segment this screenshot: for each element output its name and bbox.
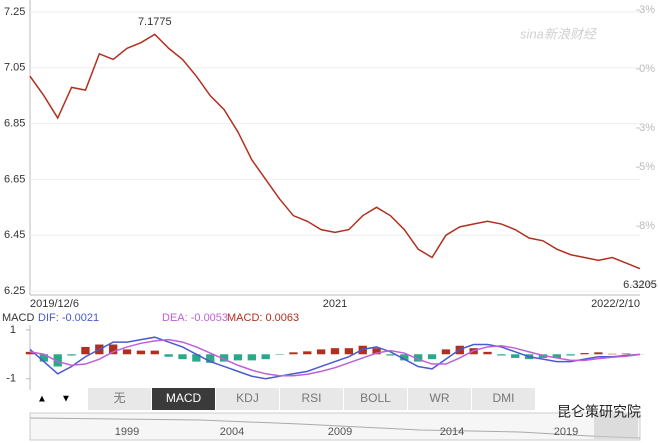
y-tick-label: 6.85	[4, 118, 25, 130]
x-tick-label: 2019/12/6	[30, 298, 79, 310]
navigator[interactable]	[29, 412, 641, 441]
arrow-button[interactable]: ▲	[37, 394, 47, 405]
tab[interactable]	[216, 388, 279, 410]
macd-title: MACD	[2, 312, 34, 324]
macd-bar	[247, 354, 256, 361]
macd-bar	[483, 351, 492, 355]
y-tick-label: 6.65	[4, 173, 25, 185]
y2-tick-label: -11%	[630, 279, 655, 291]
macd-bar	[372, 348, 381, 355]
tab-label[interactable]: RSI	[301, 391, 321, 405]
y-tick-label: 1	[10, 324, 16, 336]
watermark: sina新浪财经	[520, 26, 598, 41]
macd-line	[29, 338, 641, 377]
navigator-year: 2004	[220, 426, 244, 438]
macd-bar	[219, 354, 229, 362]
x-tick-label: 2021	[323, 298, 347, 310]
y2-tick-label: -8%	[635, 220, 655, 232]
macd-bar	[164, 354, 173, 357]
arrow-button[interactable]: ▼	[61, 394, 71, 405]
tab[interactable]	[88, 388, 151, 410]
y-tick-label: 6.45	[4, 229, 25, 241]
macd-bar	[386, 354, 395, 356]
macd-bar	[67, 354, 76, 356]
wechat-watermark: 昆仑策研究院	[557, 404, 641, 420]
y-tick-label: 7.25	[4, 6, 25, 18]
tab[interactable]	[408, 388, 471, 410]
macd-bar	[233, 354, 243, 361]
macd-bar	[414, 354, 423, 362]
tab[interactable]	[280, 388, 343, 410]
macd-bar	[303, 351, 312, 355]
macd-bar	[330, 348, 340, 355]
navigator-window[interactable]	[594, 414, 638, 439]
navigator-year: 2009	[328, 426, 352, 438]
macd-bar	[621, 353, 631, 355]
macd-bar	[192, 354, 201, 362]
price-line	[29, 33, 641, 270]
macd-bar	[441, 349, 451, 355]
y-tick-label: 6.25	[4, 285, 25, 297]
macd-bar	[400, 354, 409, 361]
y-tick-label: 7.05	[4, 62, 25, 74]
tab-label[interactable]: 无	[113, 391, 125, 405]
tab-label[interactable]: WR	[430, 391, 450, 405]
macd-bar	[316, 349, 326, 355]
macd-bar	[109, 344, 118, 355]
macd-bar	[566, 354, 575, 356]
macd-bar	[150, 350, 159, 355]
tab[interactable]	[344, 388, 407, 410]
tab-label[interactable]: BOLL	[360, 391, 391, 405]
tab-label[interactable]: DMI	[493, 391, 515, 405]
tab-label[interactable]: KDJ	[236, 391, 259, 405]
y2-tick-label: 3%	[639, 4, 655, 16]
macd-bar	[511, 354, 520, 358]
macd-bar	[344, 348, 354, 355]
y2-tick-label: 0%	[639, 63, 655, 75]
y2-tick-label: -3%	[635, 122, 655, 134]
macd-legend: DEA: -0.0053	[162, 312, 228, 324]
macd-bar	[580, 353, 589, 355]
macd-bar	[53, 354, 62, 367]
macd-bar	[497, 354, 506, 356]
navigator-year: 2014	[440, 426, 464, 438]
macd-bar	[81, 346, 90, 355]
macd-bar	[427, 354, 437, 360]
macd-line	[29, 336, 641, 380]
macd-bar	[39, 354, 49, 362]
y-tick-label: -1	[6, 373, 16, 385]
macd-bar	[136, 350, 146, 355]
macd-legend: DIF: -0.0021	[38, 312, 99, 324]
macd-bar	[261, 354, 270, 360]
tab[interactable]	[472, 388, 535, 410]
macd-legend: MACD: 0.0063	[227, 312, 299, 324]
x-tick-label: 2022/2/10	[591, 298, 640, 310]
navigator-year: 2019	[554, 426, 578, 438]
tab[interactable]	[152, 388, 215, 410]
macd-bar	[289, 352, 298, 355]
max-label: 7.1775	[138, 16, 172, 28]
macd-bar	[178, 354, 187, 360]
macd-bar	[206, 354, 215, 363]
tab-label[interactable]: MACD	[166, 391, 202, 405]
y2-tick-label: -5%	[635, 161, 655, 173]
macd-bar	[25, 351, 35, 355]
macd-bar	[552, 354, 561, 358]
min-label: 6.3205	[623, 279, 657, 291]
macd-bar	[594, 352, 603, 355]
navigator-year: 1999	[115, 426, 139, 438]
macd-bar	[122, 349, 132, 355]
navigator-line	[29, 417, 641, 439]
